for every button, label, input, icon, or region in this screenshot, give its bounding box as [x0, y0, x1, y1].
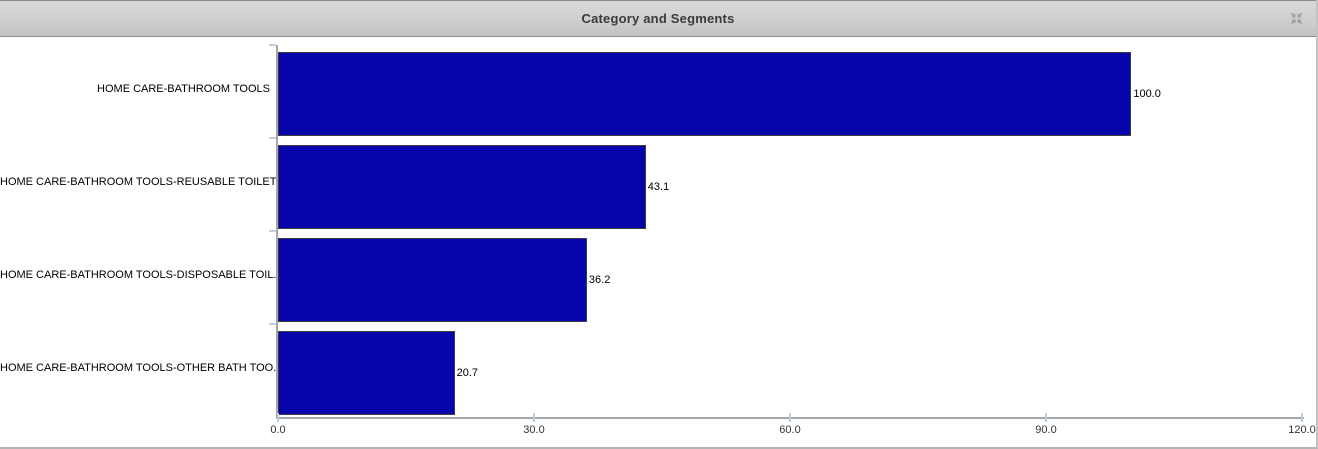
chart-area: HOME CARE-BATHROOM TOOLS 100.0 HOME CARE-B…: [0, 37, 1316, 447]
x-axis-tick: [1045, 413, 1047, 422]
bar-rows: HOME CARE-BATHROOM TOOLS 100.0 HOME CARE-B…: [0, 45, 1302, 417]
bar[interactable]: [278, 238, 587, 322]
bar[interactable]: [278, 145, 646, 229]
x-axis-tick: [1301, 413, 1303, 422]
x-axis-tick: [277, 413, 279, 422]
bar-track: 43.1: [276, 138, 1302, 231]
bar[interactable]: [278, 52, 1132, 136]
widget-titlebar: Category and Segments: [0, 0, 1316, 37]
bar-row: HOME CARE-BATHROOM TOOLS-DISPOSABLE TOIL…: [0, 231, 1302, 324]
y-axis-tick: [269, 137, 276, 139]
y-axis-tick: [269, 230, 276, 232]
category-label: HOME CARE-BATHROOM TOOLS: [97, 83, 270, 95]
bar-row: HOME CARE-BATHROOM TOOLS 100.0: [0, 45, 1302, 138]
bar-value-label: 20.7: [456, 367, 479, 379]
x-axis-tick-label: 30.0: [523, 424, 545, 436]
bar-track: 36.2: [276, 231, 1302, 324]
collapse-button[interactable]: [1286, 9, 1306, 29]
bar-track: 20.7: [276, 324, 1302, 417]
x-axis-tick-label: 120.0: [1288, 424, 1316, 436]
bar-row: HOME CARE-BATHROOM TOOLS-OTHER BATH TOO.…: [0, 324, 1302, 417]
collapse-icon: [1290, 12, 1302, 25]
x-axis-tick: [533, 413, 535, 422]
x-axis-tick-label: 60.0: [779, 424, 801, 436]
bar[interactable]: [278, 331, 455, 415]
bar-value-label: 36.2: [588, 274, 611, 286]
category-label: HOME CARE-BATHROOM TOOLS-REUSABLE TOILET…: [0, 176, 285, 188]
widget-title: Category and Segments: [581, 11, 735, 26]
bar-track: 100.0: [276, 45, 1302, 138]
x-axis-tick-label: 90.0: [1035, 424, 1057, 436]
x-axis-tick: [789, 413, 791, 422]
x-axis-tick-label: 0.0: [270, 424, 286, 436]
bar-value-label: 43.1: [647, 181, 670, 193]
bar-row: HOME CARE-BATHROOM TOOLS-REUSABLE TOILET…: [0, 138, 1302, 231]
category-label: HOME CARE-BATHROOM TOOLS-DISPOSABLE TOIL…: [0, 269, 283, 281]
y-axis-tick: [269, 323, 276, 325]
y-axis-tick: [269, 44, 276, 46]
bar-value-label: 100.0: [1133, 88, 1161, 100]
category-label: HOME CARE-BATHROOM TOOLS-OTHER BATH TOO.…: [0, 362, 283, 374]
